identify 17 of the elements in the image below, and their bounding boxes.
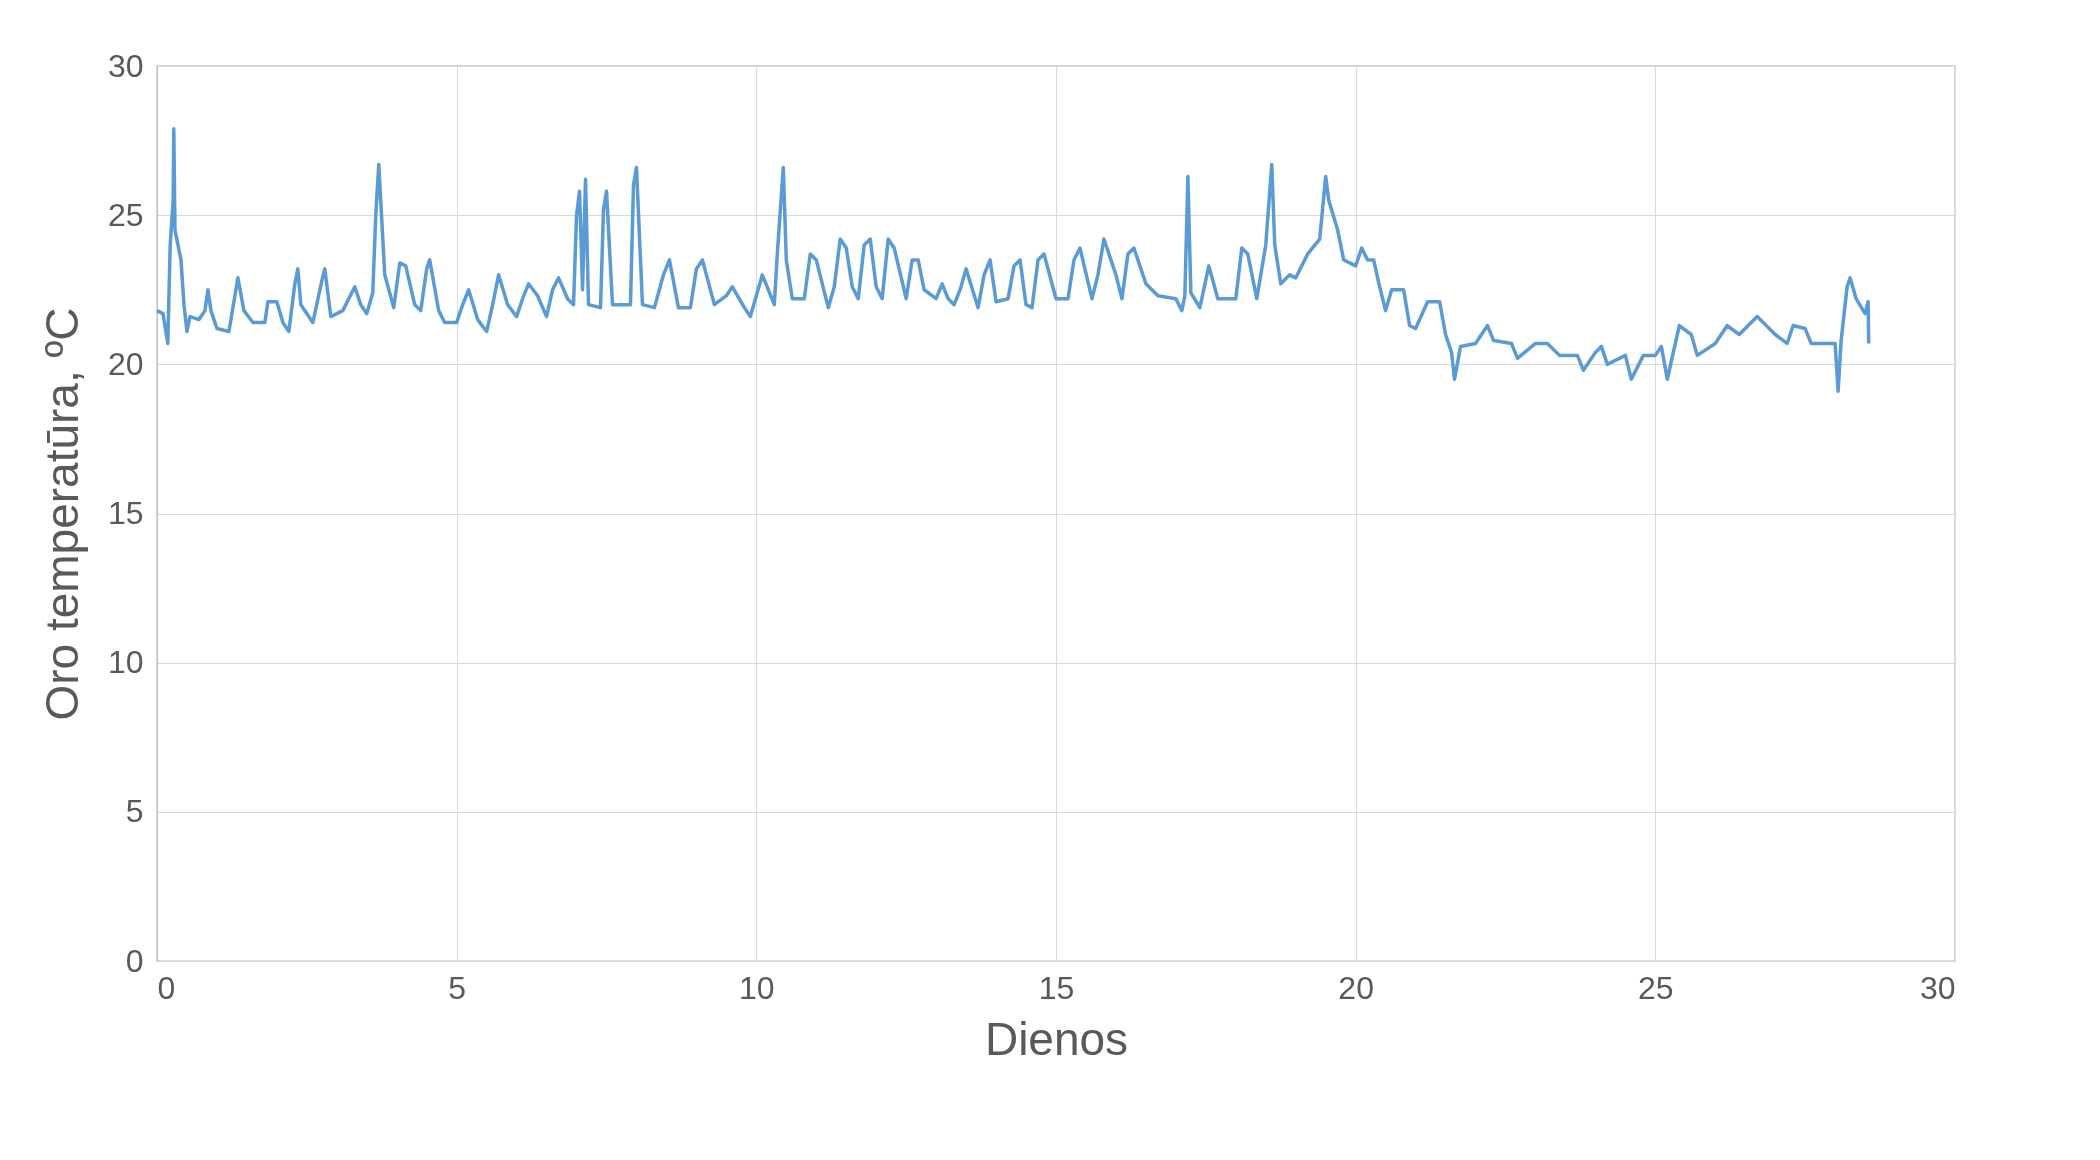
y-axis-title: Oro temperatūra, ºC — [35, 307, 88, 721]
x-tick-label: 15 — [1038, 969, 1075, 1006]
y-tick-label: 30 — [107, 47, 144, 84]
y-tick-label: 25 — [107, 196, 144, 233]
y-tick-label: 20 — [107, 345, 144, 382]
y-tick-label: 0 — [125, 942, 144, 979]
y-tick-label: 5 — [125, 793, 144, 830]
y-tick-label: 15 — [107, 495, 144, 531]
x-axis-title: Dienos — [984, 1012, 1129, 1065]
x-tick-label: 5 — [448, 969, 467, 1006]
line-series — [155, 126, 1871, 393]
y-tick-label: 10 — [107, 644, 144, 681]
x-tick-label: 30 — [1919, 969, 1956, 1006]
x-tick-label: 25 — [1638, 969, 1674, 1006]
x-tick-label: 20 — [1338, 969, 1374, 1006]
x-tick-label: 10 — [739, 969, 775, 1006]
x-tick-label: 0 — [157, 969, 176, 1006]
